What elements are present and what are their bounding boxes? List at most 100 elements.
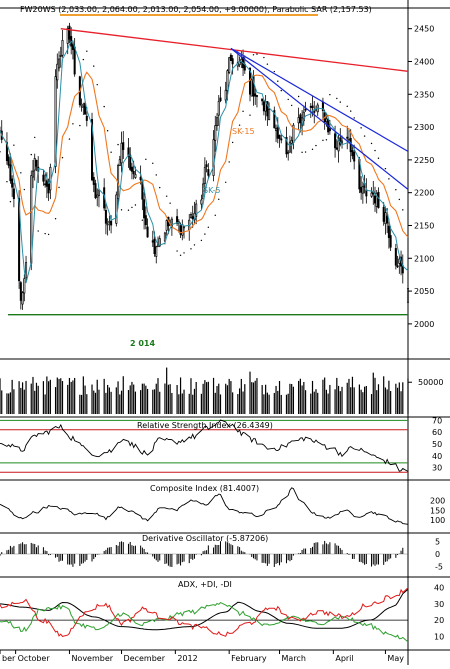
chart-header: FW20WS (2,033.00, 2,064.00, 2,013.00, 2,… <box>20 5 372 15</box>
derivative-bar <box>19 544 20 554</box>
volume-bar <box>341 387 342 414</box>
derivative-bar <box>1 552 2 554</box>
sar-dot <box>176 250 177 251</box>
volume-bar <box>263 394 264 414</box>
volume-bar <box>397 388 398 414</box>
derivative-bar <box>395 554 396 558</box>
volume-bar <box>253 382 254 414</box>
rsi-ytick-label: 50 <box>432 440 442 449</box>
candle-body <box>298 117 299 122</box>
sar-dot <box>190 248 191 249</box>
candle-body <box>34 158 35 170</box>
volume-bar <box>269 395 270 414</box>
derivative-bar <box>72 554 73 567</box>
volume-bar <box>312 381 313 414</box>
sar-dot <box>263 57 264 58</box>
volume-bar <box>249 372 250 414</box>
price-candle <box>143 192 144 229</box>
derivative-bar <box>378 554 379 565</box>
volume-bar <box>50 380 51 414</box>
price-candle <box>374 187 375 212</box>
price-candle <box>360 176 361 200</box>
price-candle <box>32 160 33 188</box>
price-candle <box>229 57 230 74</box>
volume-ytick-label: 50000 <box>418 378 443 387</box>
volume-bar <box>105 393 106 414</box>
volume-bar <box>67 385 68 414</box>
derivative-bar <box>67 554 68 564</box>
sar-dot <box>117 144 118 145</box>
derivative-bar <box>92 554 93 561</box>
volume-bar <box>194 389 195 414</box>
sar-dot <box>364 135 365 136</box>
candle-body <box>57 64 58 80</box>
derivative-bar <box>24 544 25 554</box>
candle-body <box>362 187 363 193</box>
volume-bar <box>262 385 263 414</box>
derivative-bar <box>361 554 362 562</box>
derivative-bar <box>208 545 209 554</box>
candle-body <box>388 226 389 238</box>
volume-bar <box>251 382 252 414</box>
derivative-bar <box>251 554 252 557</box>
sar-dot <box>218 199 219 200</box>
volume-bar <box>347 383 348 414</box>
volume-bar <box>206 382 207 414</box>
volume-bar <box>334 389 335 414</box>
derivative-bar <box>387 554 388 561</box>
volume-bar <box>57 378 58 414</box>
derivative-bar <box>262 554 263 563</box>
volume-bar <box>152 390 153 414</box>
price-candle <box>225 82 226 104</box>
price-candle <box>317 103 318 116</box>
sar-dot <box>34 137 35 138</box>
volume-bar <box>159 392 160 414</box>
sar-dot <box>128 209 129 210</box>
candle-body <box>62 40 63 55</box>
volume-bar <box>142 384 143 414</box>
price-candle <box>196 200 197 224</box>
candle-body <box>215 126 216 141</box>
volume-bar <box>279 381 280 414</box>
sar-dot <box>336 98 337 99</box>
derivative-bar <box>34 544 35 554</box>
candle-body <box>213 140 214 176</box>
sar-dot <box>388 178 389 179</box>
sar-dot <box>135 204 136 205</box>
volume-bar <box>378 384 379 414</box>
price-candle <box>182 219 183 240</box>
derivative-bar <box>86 554 87 560</box>
derivative-bars <box>0 541 409 569</box>
trend-line <box>231 48 408 151</box>
candle-body <box>336 148 337 150</box>
volume-bar <box>24 390 25 414</box>
volume-bar <box>107 385 108 414</box>
volume-bar <box>1 390 2 414</box>
volume-bar <box>12 380 13 414</box>
candle-body <box>25 263 26 278</box>
volume-bar <box>178 394 179 414</box>
price-candle <box>395 244 396 270</box>
volume-bar <box>58 379 59 414</box>
volume-bar <box>48 381 49 414</box>
derivative-bar <box>352 554 353 559</box>
derivative-bar <box>46 551 47 554</box>
xaxis-label: March <box>282 654 306 663</box>
derivative-bar <box>13 546 14 554</box>
candle-body <box>261 99 262 101</box>
derivative-bar <box>107 548 108 554</box>
candle-body <box>354 152 355 161</box>
price-candle <box>72 42 73 59</box>
volume-bar <box>154 389 155 414</box>
volume-bar <box>407 379 408 414</box>
volume-bar <box>203 384 204 414</box>
composite-line <box>0 488 408 525</box>
candle-body <box>60 55 61 56</box>
volume-bar <box>18 381 19 414</box>
derivative-bar <box>390 554 391 558</box>
price-candle <box>71 27 72 54</box>
volume-bar <box>267 393 268 414</box>
price-candle <box>336 139 337 149</box>
header-symbol: FW20WS <box>20 5 56 14</box>
derivative-bar <box>159 554 160 560</box>
